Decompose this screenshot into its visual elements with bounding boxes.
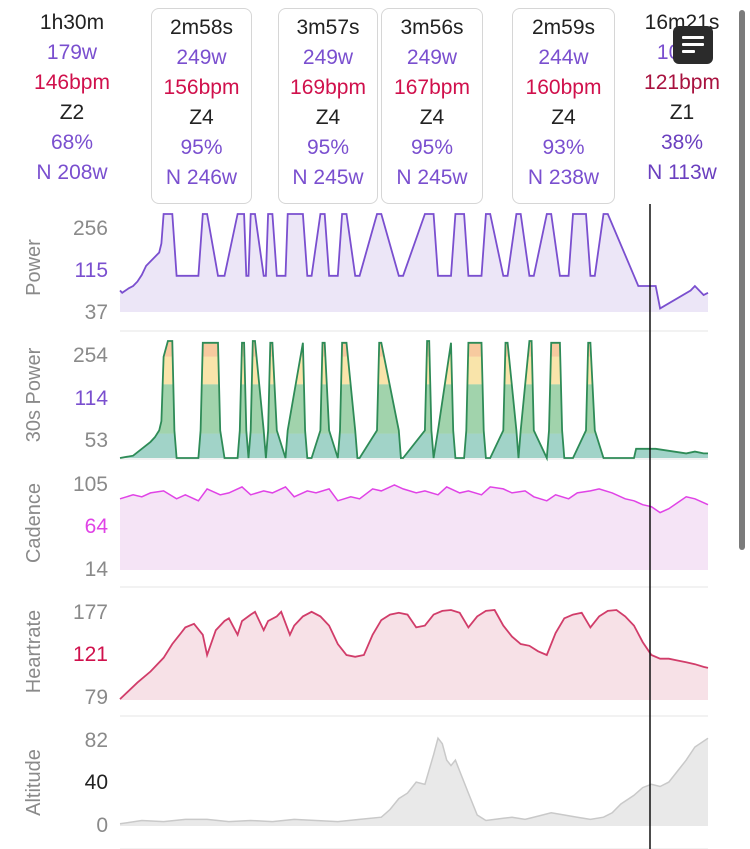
panel-power: Power 256 115 37 — [23, 213, 709, 332]
segment-zone: Z4 — [419, 106, 445, 129]
tick-label: 64 — [85, 515, 109, 538]
tick-label: 53 — [85, 429, 108, 452]
segment-power: 249w — [176, 46, 227, 69]
segment-intensity: 95% — [410, 136, 454, 159]
tick-label: 115 — [75, 259, 108, 282]
notes-icon-line — [682, 36, 704, 39]
series-area — [120, 484, 708, 570]
segment-normalized-power: N 246w — [165, 166, 238, 189]
segment-heartrate: 121bpm — [644, 71, 720, 94]
series-area — [120, 610, 708, 700]
segment-heartrate: 146bpm — [34, 71, 110, 94]
tick-label: 114 — [75, 387, 109, 410]
y-axis-label: Cadence — [23, 483, 45, 563]
segment-heartrate: 160bpm — [525, 76, 602, 99]
summary-col-2[interactable]: 3m57s 249w 169bpm Z4 95% N 245w — [278, 8, 378, 204]
tick-label: 254 — [73, 344, 108, 367]
segment-normalized-power: N 113w — [647, 161, 717, 184]
segment-normalized-power: N 245w — [292, 166, 364, 189]
segment-normalized-power: N 208w — [36, 161, 108, 184]
tick-label: 14 — [85, 558, 109, 581]
segment-duration: 3m56s — [400, 16, 464, 39]
tick-label: 82 — [85, 729, 108, 752]
chart-panels: Power 256 115 37 30s Power 254 114 53 Cadence 105… — [23, 213, 709, 849]
segment-power: 249w — [302, 46, 354, 69]
notes-icon[interactable] — [673, 26, 713, 64]
series-line — [119, 609, 709, 700]
y-axis-label: Power — [23, 239, 45, 296]
segment-power: 244w — [538, 46, 589, 69]
series-line — [119, 484, 709, 514]
tick-label: 177 — [73, 601, 108, 624]
summary-col-0[interactable]: 1h30m 179w 146bpm Z2 68% N 208w — [22, 8, 122, 204]
segment-power: 249w — [406, 46, 458, 69]
tick-label: 79 — [85, 686, 108, 709]
segment-zone: Z4 — [315, 106, 341, 129]
series-area — [120, 214, 708, 312]
tick-label: 121 — [73, 643, 108, 666]
segment-duration: 2m59s — [531, 16, 596, 39]
segment-duration: 3m57s — [296, 16, 360, 39]
segment-heartrate: 169bpm — [290, 76, 366, 99]
tick-label: 37 — [85, 301, 108, 324]
segment-zone: Z4 — [551, 106, 576, 129]
summary-col-3[interactable]: 3m56s 249w 167bpm Z4 95% N 245w — [381, 8, 483, 204]
segment-power: 179w — [46, 41, 98, 64]
segment-duration: 2m58s — [169, 16, 234, 39]
panel-cadence: Cadence 105 64 14 — [23, 473, 709, 588]
segment-zone: Z4 — [189, 106, 214, 129]
segment-intensity: 95% — [180, 136, 223, 159]
tick-label: 256 — [73, 217, 108, 240]
series-line — [119, 213, 709, 310]
segment-duration: 1h30m — [39, 11, 105, 34]
tick-label: 40 — [85, 771, 108, 794]
tick-label: 105 — [73, 473, 108, 496]
segment-normalized-power: N 238w — [527, 166, 600, 189]
segment-intensity: 93% — [542, 136, 585, 159]
notes-icon-line — [682, 43, 704, 46]
y-axis-label: Altitude — [23, 749, 45, 816]
summary-col-1[interactable]: 2m58s 249w 156bpm Z4 95% N 246w — [151, 8, 252, 204]
panel-heartrate: Heartrate 177 121 79 — [23, 601, 709, 717]
scrollbar[interactable] — [739, 10, 745, 550]
tick-label: 0 — [96, 814, 108, 837]
segment-zone: Z1 — [669, 101, 695, 124]
segment-intensity: 95% — [306, 136, 350, 159]
panel-altitude: Altitude 82 40 0 — [23, 729, 709, 849]
y-axis-label: 30s Power — [23, 347, 45, 442]
segment-intensity: 38% — [660, 131, 704, 154]
segment-zone: Z2 — [59, 101, 85, 124]
segment-intensity: 68% — [50, 131, 94, 154]
notes-icon-line — [682, 50, 695, 53]
y-axis-label: Heartrate — [23, 610, 45, 693]
segment-heartrate: 167bpm — [394, 76, 470, 99]
summary-col-4[interactable]: 2m59s 244w 160bpm Z4 93% N 238w — [512, 8, 615, 204]
segment-heartrate: 156bpm — [163, 76, 240, 99]
segment-normalized-power: N 245w — [396, 166, 468, 189]
series-line — [119, 340, 708, 462]
series-area — [120, 738, 708, 826]
series-line — [119, 736, 709, 825]
